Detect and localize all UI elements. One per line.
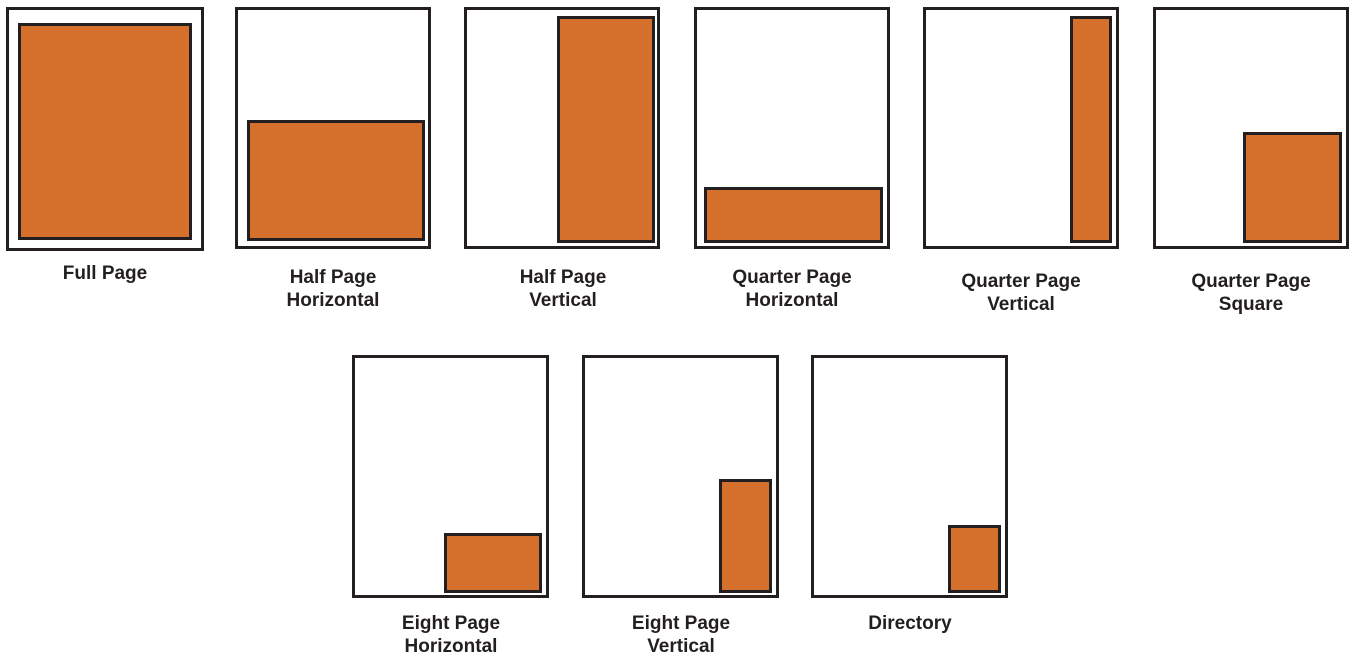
eight-page-vertical-ad-area — [719, 479, 772, 593]
directory-ad-area — [948, 525, 1001, 593]
half-page-horizontal-label: Half Page Horizontal — [286, 267, 380, 311]
eight-page-horizontal-label: Eight Page Horizontal — [401, 613, 501, 657]
quarter-page-vertical-ad-area — [1070, 16, 1112, 243]
half-page-vertical-thumbnail — [464, 7, 660, 249]
half-page-horizontal-thumbnail — [235, 7, 431, 249]
eight-page-vertical-label: Eight Page Vertical — [631, 613, 731, 657]
half-page-horizontal-ad-area — [247, 120, 425, 241]
eight-page-horizontal-thumbnail — [352, 355, 549, 598]
full-page-thumbnail — [6, 7, 204, 251]
full-page-label: Full Page — [62, 263, 148, 284]
half-page-vertical-label: Half Page Vertical — [519, 267, 607, 311]
quarter-page-square-label: Quarter Page Square — [1191, 271, 1311, 315]
eight-page-horizontal-ad-area — [444, 533, 542, 593]
quarter-page-horizontal-label: Quarter Page Horizontal — [732, 267, 852, 311]
quarter-page-horizontal-ad-area — [704, 187, 883, 243]
quarter-page-vertical-label: Quarter Page Vertical — [961, 271, 1081, 315]
directory-label: Directory — [868, 613, 952, 634]
quarter-page-horizontal-thumbnail — [694, 7, 890, 249]
quarter-page-vertical-thumbnail — [923, 7, 1119, 249]
full-page-ad-area — [18, 23, 192, 240]
quarter-page-square-ad-area — [1243, 132, 1342, 243]
quarter-page-square-thumbnail — [1153, 7, 1349, 249]
eight-page-vertical-thumbnail — [582, 355, 779, 598]
directory-thumbnail — [811, 355, 1008, 598]
half-page-vertical-ad-area — [557, 16, 655, 243]
